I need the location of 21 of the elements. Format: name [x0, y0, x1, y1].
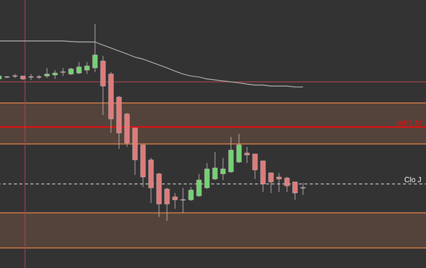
candlestick	[284, 176, 290, 192]
candlestick	[172, 192, 178, 210]
candlestick	[244, 146, 250, 164]
candlestick	[212, 152, 218, 180]
candlestick	[84, 62, 90, 74]
candlestick	[52, 70, 58, 80]
candlestick	[236, 134, 242, 164]
candlestick	[188, 186, 194, 202]
candlestick	[44, 68, 50, 78]
candlestick	[228, 136, 234, 174]
candlestick	[260, 160, 266, 192]
candlestick	[204, 162, 210, 190]
candlestick	[196, 174, 202, 198]
candlestick	[276, 172, 282, 192]
candlestick	[252, 154, 258, 180]
candlestick	[268, 172, 274, 194]
candlestick	[164, 188, 170, 222]
candlestick	[292, 182, 298, 200]
candlestick	[92, 24, 98, 72]
candlestick	[220, 158, 226, 180]
candlestick	[76, 62, 82, 74]
